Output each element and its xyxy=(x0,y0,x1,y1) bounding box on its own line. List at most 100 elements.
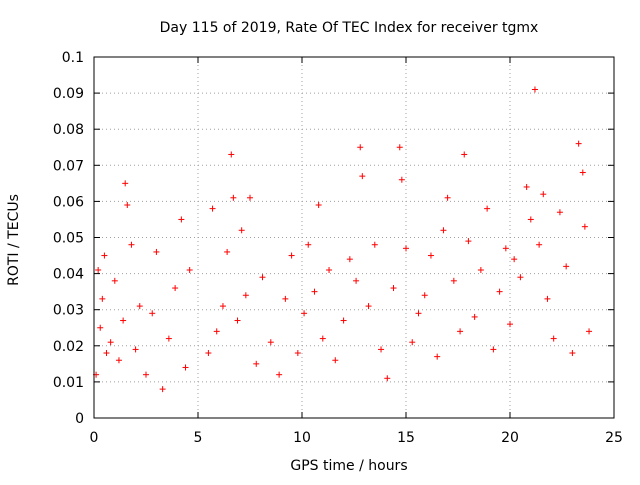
data-point xyxy=(502,245,509,252)
data-point xyxy=(471,313,478,320)
data-point xyxy=(99,295,106,302)
data-point xyxy=(527,216,534,223)
data-point xyxy=(457,328,464,335)
data-point xyxy=(132,346,139,353)
y-tick-label: 0.04 xyxy=(53,267,84,283)
data-point xyxy=(128,241,135,248)
data-point xyxy=(421,292,428,299)
data-point xyxy=(477,266,484,273)
data-point xyxy=(315,202,322,209)
data-point xyxy=(544,295,551,302)
chart-title: Day 115 of 2019, Rate Of TEC Index for r… xyxy=(160,20,539,36)
data-point xyxy=(365,303,372,310)
data-point xyxy=(427,252,434,259)
x-tick-label: 15 xyxy=(397,430,415,446)
data-point xyxy=(282,295,289,302)
data-point xyxy=(326,266,333,273)
data-point xyxy=(107,339,114,346)
data-point xyxy=(301,310,308,317)
data-point xyxy=(101,252,108,259)
data-point xyxy=(581,223,588,230)
y-tick-labels: 0 0.01 0.02 0.03 0.04 0.05 0.06 0.07 0.08 0.09 0.1 xyxy=(53,50,84,427)
y-axis-label: ROTI / TECUs xyxy=(6,194,22,286)
data-point xyxy=(182,364,189,371)
data-point xyxy=(569,350,576,357)
data-point xyxy=(267,339,274,346)
data-point xyxy=(294,350,301,357)
data-point xyxy=(409,339,416,346)
data-point xyxy=(440,227,447,234)
data-point xyxy=(238,227,245,234)
data-point xyxy=(178,216,185,223)
data-point xyxy=(111,277,118,284)
x-tick-label: 5 xyxy=(194,430,203,446)
data-point xyxy=(124,202,131,209)
y-tick-label: 0.07 xyxy=(53,158,84,174)
y-tick-label: 0.05 xyxy=(53,231,84,247)
data-point xyxy=(165,335,172,342)
y-tick-label: 0.01 xyxy=(53,375,84,391)
axis-ticks xyxy=(93,56,615,419)
data-point xyxy=(115,357,122,364)
data-point xyxy=(305,241,312,248)
x-tick-label: 20 xyxy=(501,430,519,446)
data-point xyxy=(209,205,216,212)
data-point xyxy=(353,277,360,284)
data-point xyxy=(415,310,422,317)
data-point xyxy=(149,310,156,317)
data-point xyxy=(444,194,451,201)
data-point xyxy=(461,151,468,158)
data-point xyxy=(507,321,513,328)
data-point xyxy=(247,194,253,201)
grid-lines xyxy=(94,57,614,418)
data-point xyxy=(340,317,347,324)
x-tick-label: 25 xyxy=(605,430,623,446)
data-point xyxy=(311,288,318,295)
data-point xyxy=(136,303,143,310)
data-point xyxy=(390,285,397,292)
data-point xyxy=(242,292,249,299)
data-points xyxy=(93,86,593,393)
data-point xyxy=(213,328,220,335)
y-tick-label: 0.1 xyxy=(62,50,84,66)
data-point xyxy=(332,357,339,364)
data-point xyxy=(103,350,110,357)
data-point xyxy=(517,274,524,281)
data-point xyxy=(378,346,385,353)
data-point xyxy=(159,386,166,393)
data-point xyxy=(396,144,403,151)
x-tick-label: 0 xyxy=(90,430,99,446)
data-point xyxy=(450,277,457,284)
data-point xyxy=(259,274,266,281)
x-tick-label: 10 xyxy=(293,430,311,446)
data-point xyxy=(234,317,241,324)
data-point xyxy=(276,371,283,378)
y-tick-label: 0.08 xyxy=(53,122,84,138)
data-point xyxy=(484,205,491,212)
data-point xyxy=(357,144,364,151)
data-point xyxy=(97,324,104,331)
data-point xyxy=(465,238,472,245)
data-point xyxy=(556,209,563,216)
data-point xyxy=(511,256,518,263)
data-point xyxy=(359,173,366,180)
data-point xyxy=(230,194,237,201)
data-point xyxy=(172,285,179,292)
data-point xyxy=(219,303,226,310)
data-point xyxy=(563,263,570,270)
data-point xyxy=(384,375,391,382)
data-point xyxy=(540,191,547,198)
data-point xyxy=(319,335,326,342)
data-point xyxy=(579,169,586,176)
data-point xyxy=(95,266,102,273)
x-tick-labels: 0 5 10 15 20 25 xyxy=(90,430,623,446)
data-point xyxy=(550,335,557,342)
data-point xyxy=(120,317,127,324)
y-tick-label: 0 xyxy=(75,411,84,427)
data-point xyxy=(224,248,231,255)
data-point xyxy=(153,248,160,255)
y-tick-label: 0.03 xyxy=(53,303,84,319)
data-point xyxy=(490,346,497,353)
data-point xyxy=(575,140,582,147)
